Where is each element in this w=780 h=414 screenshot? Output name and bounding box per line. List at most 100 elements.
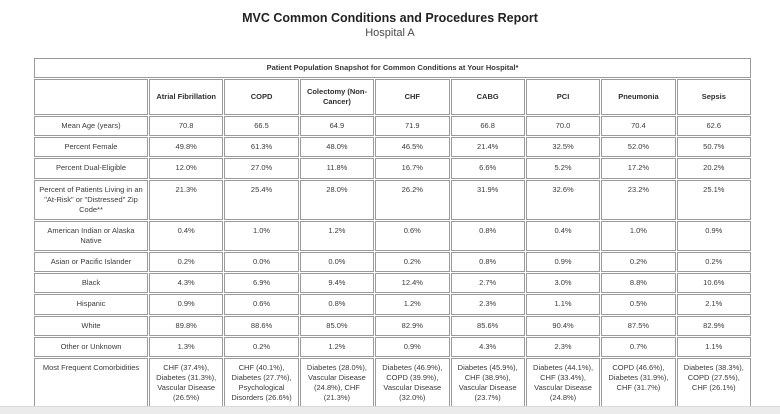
cell-value: 0.9% [525, 252, 601, 273]
cell-value: Diabetes (38.3%), COPD (27.5%), CHF (26.… [676, 357, 751, 409]
cell-value: 6.9% [224, 273, 299, 294]
cell-value: 50.7% [676, 137, 751, 158]
cell-value: 66.8 [450, 116, 525, 137]
cell-value: 52.0% [601, 137, 676, 158]
cell-value: 11.8% [299, 158, 375, 179]
table-banner: Patient Population Snapshot for Common C… [34, 58, 751, 79]
cell-value: 64.9 [299, 116, 375, 137]
row-label: Hispanic [34, 294, 148, 315]
row-label: Percent Dual-Eligible [34, 158, 148, 179]
cell-value: Diabetes (45.9%), CHF (38.9%), Vascular … [450, 357, 525, 409]
cell-value: 0.0% [299, 252, 375, 273]
row-label: Percent of Patients Living in an "At-Ris… [34, 179, 148, 220]
row-label: American Indian or Alaska Native [34, 220, 148, 252]
cell-value: 71.9 [375, 116, 450, 137]
cell-value: 6.6% [450, 158, 525, 179]
table-row: Hispanic 0.9% 0.6% 0.8% 1.2% 2.3% 1.1% 0.5% 2.1% [34, 294, 751, 315]
cell-value: 49.8% [149, 137, 224, 158]
cell-value: 23.2% [601, 179, 676, 220]
row-label: Asian or Pacific Islander [34, 252, 148, 273]
cell-value: 0.2% [224, 336, 299, 357]
cell-value: 31.9% [450, 179, 525, 220]
table-row: Percent Female 49.8% 61.3% 48.0% 46.5% 21.4% 3… [34, 137, 751, 158]
cell-value: 0.5% [601, 294, 676, 315]
cell-value: 12.4% [375, 273, 450, 294]
cell-value: 12.0% [149, 158, 224, 179]
cell-value: CHF (40.1%), Diabetes (27.7%), Psycholog… [224, 357, 299, 409]
cell-value: 62.6 [676, 116, 751, 137]
row-label: Black [34, 273, 148, 294]
cell-value: Diabetes (44.1%), CHF (33.4%), Vascular … [525, 357, 601, 409]
cell-value: 70.0 [525, 116, 601, 137]
row-label: Most Frequent Comorbidities [34, 357, 148, 409]
cell-value: 48.0% [299, 137, 375, 158]
table-header-row: Atrial Fibrillation COPD Colectomy (Non-… [34, 79, 751, 116]
cell-value: 16.7% [375, 158, 450, 179]
cell-value: 26.2% [375, 179, 450, 220]
column-header-atrial-fibrillation: Atrial Fibrillation [149, 79, 224, 116]
table-row: Most Frequent Comorbidities CHF (37.4%), … [34, 357, 751, 409]
cell-value: 1.2% [375, 294, 450, 315]
table-row: Percent of Patients Living in an "At-Ris… [34, 179, 751, 220]
cell-value: 90.4% [525, 315, 601, 336]
cell-value: CHF (37.4%), Diabetes (31.3%), Vascular … [149, 357, 224, 409]
cell-value: 0.9% [676, 220, 751, 252]
cell-value: 4.3% [450, 336, 525, 357]
column-header-pneumonia: Pneumonia [601, 79, 676, 116]
cell-value: 2.3% [450, 294, 525, 315]
column-header-pci: PCI [525, 79, 601, 116]
column-header-colectomy: Colectomy (Non-Cancer) [299, 79, 375, 116]
window-bottom-edge [0, 406, 780, 414]
cell-value: 70.8 [149, 116, 224, 137]
cell-value: 0.7% [601, 336, 676, 357]
cell-value: 1.2% [299, 220, 375, 252]
page-title: MVC Common Conditions and Procedures Rep… [242, 11, 538, 25]
table-banner-row: Patient Population Snapshot for Common C… [34, 58, 751, 79]
cell-value: 0.2% [601, 252, 676, 273]
cell-value: 1.1% [676, 336, 751, 357]
cell-value: 85.6% [450, 315, 525, 336]
cell-value: 25.4% [224, 179, 299, 220]
cell-value: 61.3% [224, 137, 299, 158]
column-header-copd: COPD [224, 79, 299, 116]
row-label: Other or Unknown [34, 336, 148, 357]
cell-value: 0.2% [375, 252, 450, 273]
cell-value: 4.3% [149, 273, 224, 294]
cell-value: 2.3% [525, 336, 601, 357]
cell-value: 1.1% [525, 294, 601, 315]
cell-value: 66.5 [224, 116, 299, 137]
cell-value: 0.6% [224, 294, 299, 315]
row-label: Mean Age (years) [34, 116, 148, 137]
cell-value: 0.8% [299, 294, 375, 315]
column-header-chf: CHF [375, 79, 450, 116]
cell-value: 1.3% [149, 336, 224, 357]
patient-population-table: Patient Population Snapshot for Common C… [33, 57, 752, 409]
row-label: Percent Female [34, 137, 148, 158]
cell-value: 0.4% [149, 220, 224, 252]
table-row: Asian or Pacific Islander 0.2% 0.0% 0.0% 0.2… [34, 252, 751, 273]
cell-value: 0.4% [525, 220, 601, 252]
cell-value: 21.4% [450, 137, 525, 158]
page-subtitle: Hospital A [365, 27, 415, 39]
cell-value: 1.0% [601, 220, 676, 252]
cell-value: 82.9% [375, 315, 450, 336]
cell-value: 0.2% [676, 252, 751, 273]
cell-value: 70.4 [601, 116, 676, 137]
table-row: Percent Dual-Eligible 12.0% 27.0% 11.8% 16.7… [34, 158, 751, 179]
cell-value: 88.6% [224, 315, 299, 336]
cell-value: 20.2% [676, 158, 751, 179]
table-body: Mean Age (years) 70.8 66.5 64.9 71.9 66.8 70.0… [34, 116, 751, 409]
cell-value: 3.0% [525, 273, 601, 294]
row-label: White [34, 315, 148, 336]
cell-value: 0.6% [375, 220, 450, 252]
cell-value: 0.8% [450, 252, 525, 273]
cell-value: 85.0% [299, 315, 375, 336]
cell-value: 0.9% [375, 336, 450, 357]
column-header-blank [34, 79, 148, 116]
cell-value: 1.0% [224, 220, 299, 252]
cell-value: 0.0% [224, 252, 299, 273]
cell-value: 89.8% [149, 315, 224, 336]
cell-value: 82.9% [676, 315, 751, 336]
cell-value: 0.2% [149, 252, 224, 273]
